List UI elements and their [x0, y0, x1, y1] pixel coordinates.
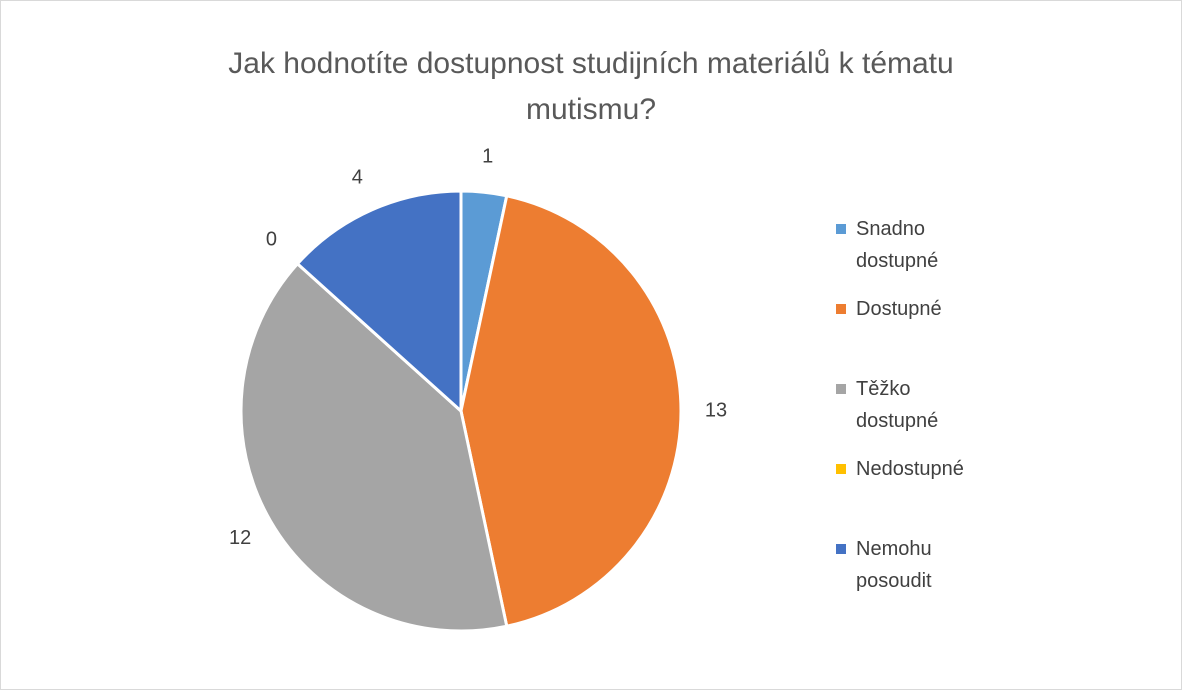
- legend-label: Nedostupné: [856, 458, 964, 480]
- legend-swatch: [836, 224, 846, 234]
- data-label: 13: [705, 399, 727, 421]
- legend-swatch: [836, 464, 846, 474]
- legend-label: Těžko dostupné: [856, 378, 939, 432]
- legend-label: Dostupné: [856, 298, 942, 320]
- pie-slice: [239, 261, 509, 633]
- legend-item: Dostupné: [836, 293, 1056, 373]
- legend-swatch: [836, 304, 846, 314]
- data-label: 4: [352, 166, 363, 188]
- legend-label: Nemohu posoudit: [856, 538, 932, 592]
- legend-item: Nedostupné: [836, 453, 1056, 533]
- chart-title: Jak hodnotíte dostupnost studijních mate…: [228, 47, 954, 126]
- legend-label: Snadno dostupné: [856, 218, 939, 272]
- data-label: 0: [266, 229, 277, 251]
- data-label: 1: [482, 146, 493, 168]
- legend-item: Těžko dostupné: [836, 373, 1056, 453]
- legend-item: Nemohu posoudit: [836, 533, 1056, 613]
- pie-slice: [459, 194, 683, 628]
- pie-slice: [295, 189, 463, 415]
- data-label: 12: [229, 527, 251, 549]
- legend-item: Snadno dostupné: [836, 213, 1056, 293]
- legend-swatch: [836, 544, 846, 554]
- legend-swatch: [836, 384, 846, 394]
- legend: Snadno dostupné Dostupné Těžko dostupné Ned…: [836, 213, 1056, 613]
